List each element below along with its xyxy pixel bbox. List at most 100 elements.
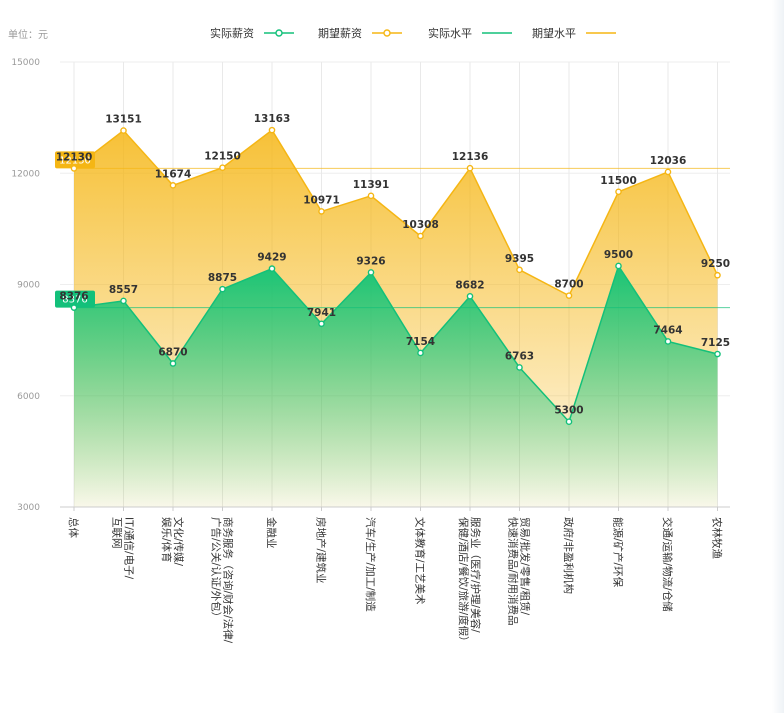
x-tick-label: 金融业 <box>265 517 278 549</box>
x-tick-label: 政府/非盈利机构 <box>562 517 575 594</box>
expected-salary-value-label: 11391 <box>353 179 390 191</box>
x-tick-label-line: 服务业（医疗/护理/美容/ <box>469 517 482 633</box>
x-tick-label: 汽车/生产/加工/制造 <box>364 517 377 612</box>
expected-salary-value-label: 11500 <box>600 175 637 187</box>
expected-salary-point <box>120 127 127 134</box>
actual-salary-value-label: 5300 <box>554 405 583 417</box>
actual-salary-value-label: 8376 <box>59 291 88 303</box>
expected-salary-point <box>219 164 226 171</box>
expected-salary-point <box>70 165 78 172</box>
actual-salary-value-label: 9429 <box>257 252 286 264</box>
x-tick-label: 贸易/批发/零售/租赁/快速消费品/耐用消费品 <box>507 517 532 626</box>
level-badge-bg <box>55 151 95 169</box>
x-tick-label: 文化/传媒/娱乐/体育 <box>160 517 185 567</box>
x-tick-label: 房地产/建筑业 <box>315 517 328 584</box>
x-tick-label-line: 总体 <box>67 517 80 538</box>
expected-salary-point <box>268 126 276 134</box>
legend-actual-level[interactable]: 实际水平 <box>428 26 512 40</box>
x-tick-label-line: 商务服务（咨询/财会/法律/ <box>222 517 235 644</box>
expected-salary-value-label: 13151 <box>105 114 142 126</box>
panel-edge <box>772 0 784 713</box>
expected-salary-value-label: 9395 <box>505 253 534 265</box>
actual-salary-value-label: 6870 <box>158 346 187 358</box>
actual-level-badge: 8376 <box>55 290 95 308</box>
level-badge-label: 8376 <box>62 295 87 306</box>
x-tick-label: 农林牧渔 <box>711 517 724 559</box>
legend-actual-salary[interactable]: 实际薪资 <box>210 26 294 40</box>
expected-salary-point <box>615 188 622 196</box>
actual-salary-point <box>70 304 78 311</box>
actual-salary-point <box>417 349 424 357</box>
actual-salary-value-label: 9500 <box>604 249 633 261</box>
x-tick-label-line: 互联网 <box>111 517 123 549</box>
actual-salary-value-label: 8875 <box>208 272 237 284</box>
x-tick-label-line: 文体教育/工艺美术 <box>414 517 427 605</box>
y-tick-label: 15000 <box>11 58 40 68</box>
actual-salary-point <box>565 418 573 426</box>
actual-salary-area <box>74 265 718 507</box>
expected-salary-value-label: 11674 <box>155 168 192 180</box>
actual-salary-point <box>268 265 276 272</box>
expected-salary-value-label: 12130 <box>56 151 93 163</box>
legend-label: 期望薪资 <box>318 27 362 40</box>
legend-expected-level[interactable]: 期望水平 <box>532 27 616 40</box>
expected-salary-point <box>565 292 573 299</box>
legend-swatch-marker <box>383 29 391 37</box>
expected-salary-value-label: 12036 <box>650 155 687 167</box>
actual-salary-point <box>664 338 672 345</box>
y-tick-label: 6000 <box>17 392 40 402</box>
x-tick-label-line: 能源/矿产/环保 <box>612 517 625 588</box>
actual-salary-point <box>318 320 325 328</box>
level-badge-bg <box>55 290 95 308</box>
x-tick-label: 服务业（医疗/护理/美容/保健/酒店/餐饮/旅游/度假） <box>457 517 482 647</box>
actual-salary-point <box>714 350 721 358</box>
expected-salary-point <box>664 168 672 176</box>
legend-label: 实际薪资 <box>210 26 254 40</box>
actual-salary-value-label: 9326 <box>356 255 385 267</box>
actual-salary-point <box>466 292 474 300</box>
x-tick-label: 商务服务（咨询/财会/法律/广告/公关/认证/外包） <box>210 517 235 644</box>
expected-salary-point <box>318 208 325 215</box>
y-tick-label: 12000 <box>11 169 40 179</box>
level-badge-label: 12130 <box>59 155 91 166</box>
x-tick-label-line: 汽车/生产/加工/制造 <box>364 517 377 612</box>
actual-salary-value-label: 8682 <box>455 279 484 291</box>
actual-salary-value-label: 8557 <box>109 284 138 296</box>
expected-salary-point <box>367 192 375 200</box>
legend-swatch-marker <box>275 29 283 37</box>
x-tick-label-line: 娱乐/体育 <box>160 517 173 563</box>
y-unit-label: 单位：元 <box>8 28 48 41</box>
expected-salary-point <box>417 232 424 240</box>
actual-salary-value-label: 7941 <box>307 307 336 319</box>
x-tick-label-line: 贸易/批发/零售/租赁/ <box>519 517 532 616</box>
x-tick-label: 文体教育/工艺美术 <box>414 517 427 605</box>
legend-label: 实际水平 <box>428 26 472 40</box>
actual-salary-point <box>367 269 375 276</box>
actual-salary-point <box>615 262 622 270</box>
x-tick-label-line: 保健/酒店/餐饮/旅游/度假） <box>457 517 470 647</box>
x-tick-label-line: 快速消费品/耐用消费品 <box>507 517 520 626</box>
x-tick-label-line: 文化/传媒/ <box>172 517 185 567</box>
x-tick-label: 能源/矿产/环保 <box>612 517 625 588</box>
x-tick-label-line: 广告/公关/认证/外包） <box>210 517 223 622</box>
expected-salary-value-label: 12150 <box>204 151 241 163</box>
y-tick-label: 3000 <box>17 503 40 513</box>
expected-salary-value-label: 10971 <box>303 194 340 206</box>
x-tick-label-line: 交通/运输/物流/仓储 <box>661 517 674 612</box>
x-tick-label-line: 房地产/建筑业 <box>315 517 328 584</box>
legend-expected-salary[interactable]: 期望薪资 <box>318 27 402 40</box>
x-tick-label-line: 政府/非盈利机构 <box>562 517 575 594</box>
x-tick-label: 总体 <box>67 517 80 538</box>
x-tick-label-line: 金融业 <box>265 517 278 549</box>
actual-salary-value-label: 6763 <box>505 350 534 362</box>
expected-salary-point <box>466 164 474 172</box>
x-tick-label: 交通/运输/物流/仓储 <box>661 517 674 612</box>
expected-salary-value-label: 13163 <box>254 113 291 125</box>
x-tick-label: IT/通信/电子/互联网 <box>111 517 136 580</box>
expected-salary-value-label: 12136 <box>452 151 489 163</box>
actual-salary-point <box>120 297 127 305</box>
actual-salary-value-label: 7125 <box>701 337 730 349</box>
actual-salary-value-label: 7154 <box>406 336 435 348</box>
